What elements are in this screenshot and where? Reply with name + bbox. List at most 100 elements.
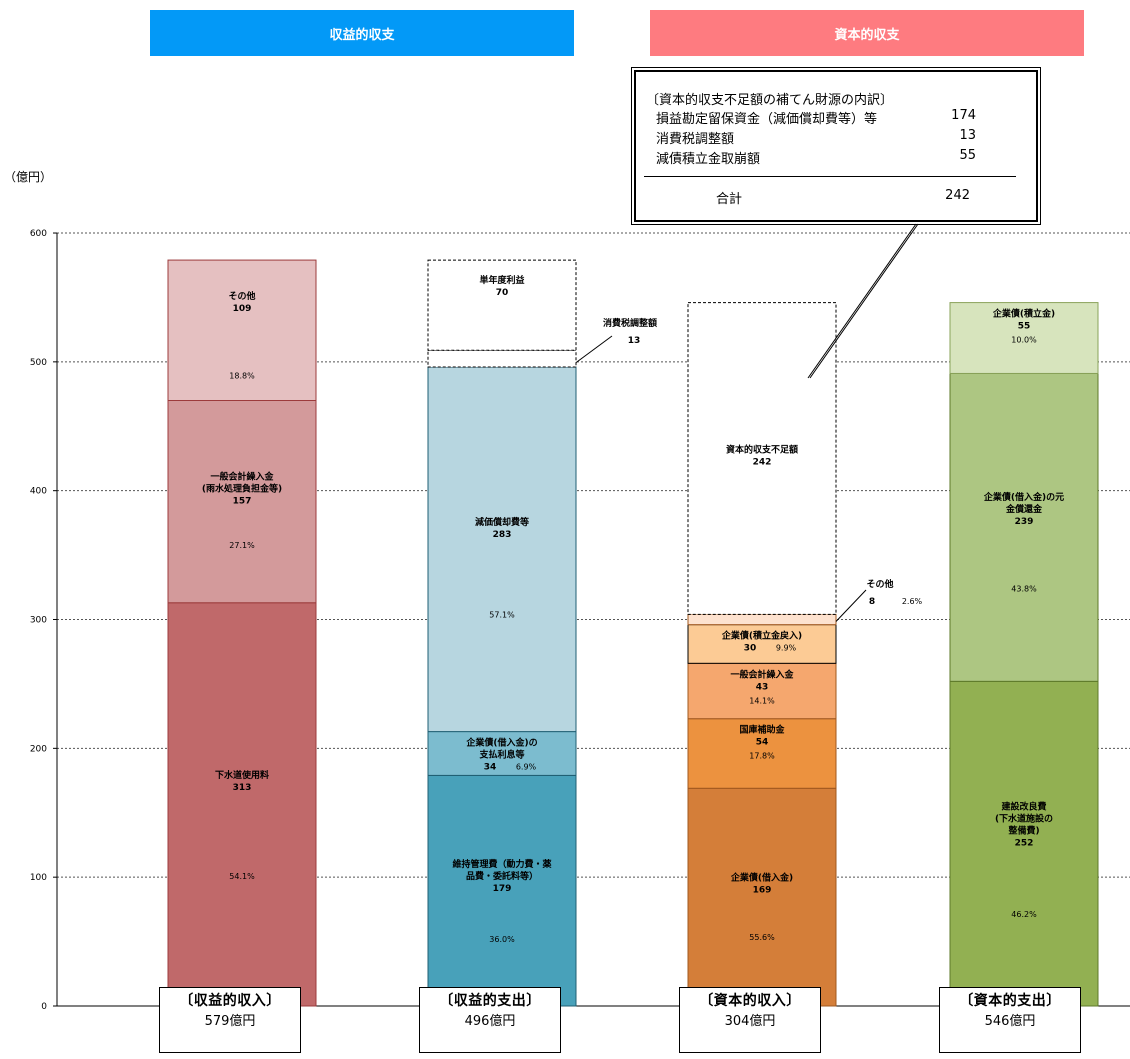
breakdown-total-value: 242 (945, 188, 970, 203)
bar-segment (687, 302, 837, 615)
bar-segment (687, 662, 837, 720)
segment-label: その他 (228, 290, 255, 302)
breakdown-item: 損益勘定留保資金（減価償却費等）等 174 (656, 108, 976, 127)
bar-segment (167, 399, 317, 604)
bar-segment (687, 624, 837, 664)
callout-line (809, 223, 919, 379)
callout-line (575, 335, 613, 364)
segment-percent: 17.8% (749, 752, 775, 761)
category-total: 304億円 (724, 1014, 776, 1029)
segment-value: 30 (744, 644, 757, 654)
category-name: 〔収益的支出〕 (439, 993, 541, 1009)
bar-segment (687, 613, 837, 626)
segment-label: 維持管理費（動力費・薬 (452, 858, 552, 870)
bar-segment (427, 366, 577, 733)
category-total: 546億円 (984, 1014, 1036, 1029)
capital-banner: 資本的収支 (650, 10, 1084, 56)
segment-label: 下水道使用料 (215, 769, 269, 781)
segment-percent: 2.6% (902, 597, 923, 606)
breakdown-item-label: 減債積立金取崩額 (656, 152, 761, 167)
category-total: 579億円 (204, 1014, 256, 1029)
segment-label: 資本的収支不足額 (726, 444, 798, 456)
segment-value: 55 (1018, 322, 1031, 332)
segment-percent: 9.9% (776, 644, 797, 653)
segment-percent: 36.0% (489, 935, 515, 944)
segment-value: 8 (869, 597, 875, 607)
category-name: 〔資本的収入〕 (699, 993, 801, 1009)
segment-label: 企業債(借入金)の元 (983, 491, 1064, 503)
breakdown-title: 〔資本的収支不足額の補てん財源の内訳〕 (646, 93, 894, 108)
category-label-box: 〔資本的収入〕 304億円 (679, 987, 821, 1053)
segment-label: その他 (866, 578, 893, 590)
deficit-breakdown-box: 〔資本的収支不足額の補てん財源の内訳〕 損益勘定留保資金（減価償却費等）等 17… (631, 67, 1041, 225)
segment-label: (下水道施設の (995, 812, 1053, 824)
segment-value: 179 (493, 884, 512, 894)
segment-label: 減価償却費等 (475, 516, 529, 528)
segment-percent: 14.1% (749, 696, 775, 705)
segment-value: 13 (628, 336, 641, 346)
bar-segment (427, 731, 577, 776)
segment-percent: 43.8% (1011, 585, 1037, 594)
segment-value: 252 (1015, 838, 1034, 848)
segment-percent: 57.1% (489, 610, 515, 619)
category-total: 496億円 (464, 1014, 516, 1029)
callout-line (807, 223, 917, 379)
y-tick-label: 0 (41, 1002, 47, 1012)
segment-label: 消費税調整額 (603, 317, 657, 329)
segment-value: 242 (753, 458, 772, 468)
segment-percent: 10.0% (1011, 336, 1037, 345)
segment-value: 169 (753, 885, 772, 895)
segment-percent: 55.6% (749, 933, 775, 942)
bar-segment (949, 372, 1099, 682)
y-tick-label: 400 (30, 487, 47, 497)
segment-percent: 54.1% (229, 872, 255, 881)
segment-label: 品費・委託料等） (466, 870, 538, 882)
segment-label: 企業債(借入金) (730, 871, 793, 883)
segment-value: 109 (233, 304, 252, 314)
breakdown-item: 減債積立金取崩額 55 (656, 148, 976, 167)
bar-segment (167, 602, 317, 1007)
category-label-box: 〔資本的支出〕 546億円 (939, 987, 1081, 1053)
y-tick-label: 300 (30, 616, 47, 626)
segment-percent: 27.1% (229, 541, 255, 550)
y-tick-label: 200 (30, 744, 47, 754)
segment-label: 一般会計繰入金 (210, 471, 274, 483)
revenue-banner: 収益的収支 (150, 10, 574, 56)
breakdown-total-label: 合計 (716, 192, 743, 207)
segment-value: 239 (1015, 517, 1034, 527)
segment-value: 313 (233, 783, 252, 793)
segment-value: 34 (484, 763, 497, 773)
bar-segment (427, 349, 577, 368)
breakdown-item-value: 55 (959, 148, 976, 163)
bar-segment (949, 680, 1099, 1007)
segment-label: 国庫補助金 (739, 724, 785, 736)
y-unit-label: （億円） (4, 170, 53, 184)
callout-line (835, 589, 867, 622)
segment-percent: 18.8% (229, 371, 255, 380)
bar-segment (687, 718, 837, 789)
bar-segment (167, 259, 317, 401)
segment-value: 157 (233, 497, 252, 507)
bar-segment (427, 259, 577, 351)
segment-label: 企業債(積立金戻入) (721, 630, 802, 642)
segment-value: 43 (756, 682, 769, 692)
segment-percent: 46.2% (1011, 910, 1037, 919)
bar-segment (427, 774, 577, 1007)
bar-segment (687, 787, 837, 1007)
breakdown-item-value: 174 (951, 108, 976, 123)
y-tick-label: 100 (30, 873, 47, 883)
segment-label: (雨水処理負担金等) (202, 483, 282, 495)
segment-label: 単年度利益 (479, 274, 524, 286)
bar-segment (949, 302, 1099, 374)
y-tick-label: 500 (30, 358, 47, 368)
segment-value: 283 (493, 530, 512, 540)
breakdown-item-label: 損益勘定留保資金（減価償却費等）等 (656, 112, 878, 127)
breakdown-item-label: 消費税調整額 (656, 132, 735, 147)
category-name: 〔資本的支出〕 (959, 993, 1061, 1009)
breakdown-divider (644, 176, 1016, 177)
segment-value: 54 (756, 738, 769, 748)
segment-value: 70 (496, 288, 509, 298)
category-label-box: 〔収益的支出〕 496億円 (419, 987, 561, 1053)
